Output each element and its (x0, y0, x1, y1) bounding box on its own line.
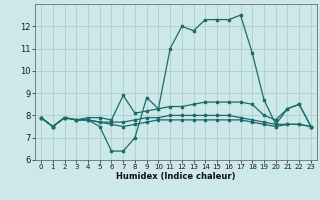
X-axis label: Humidex (Indice chaleur): Humidex (Indice chaleur) (116, 172, 236, 181)
